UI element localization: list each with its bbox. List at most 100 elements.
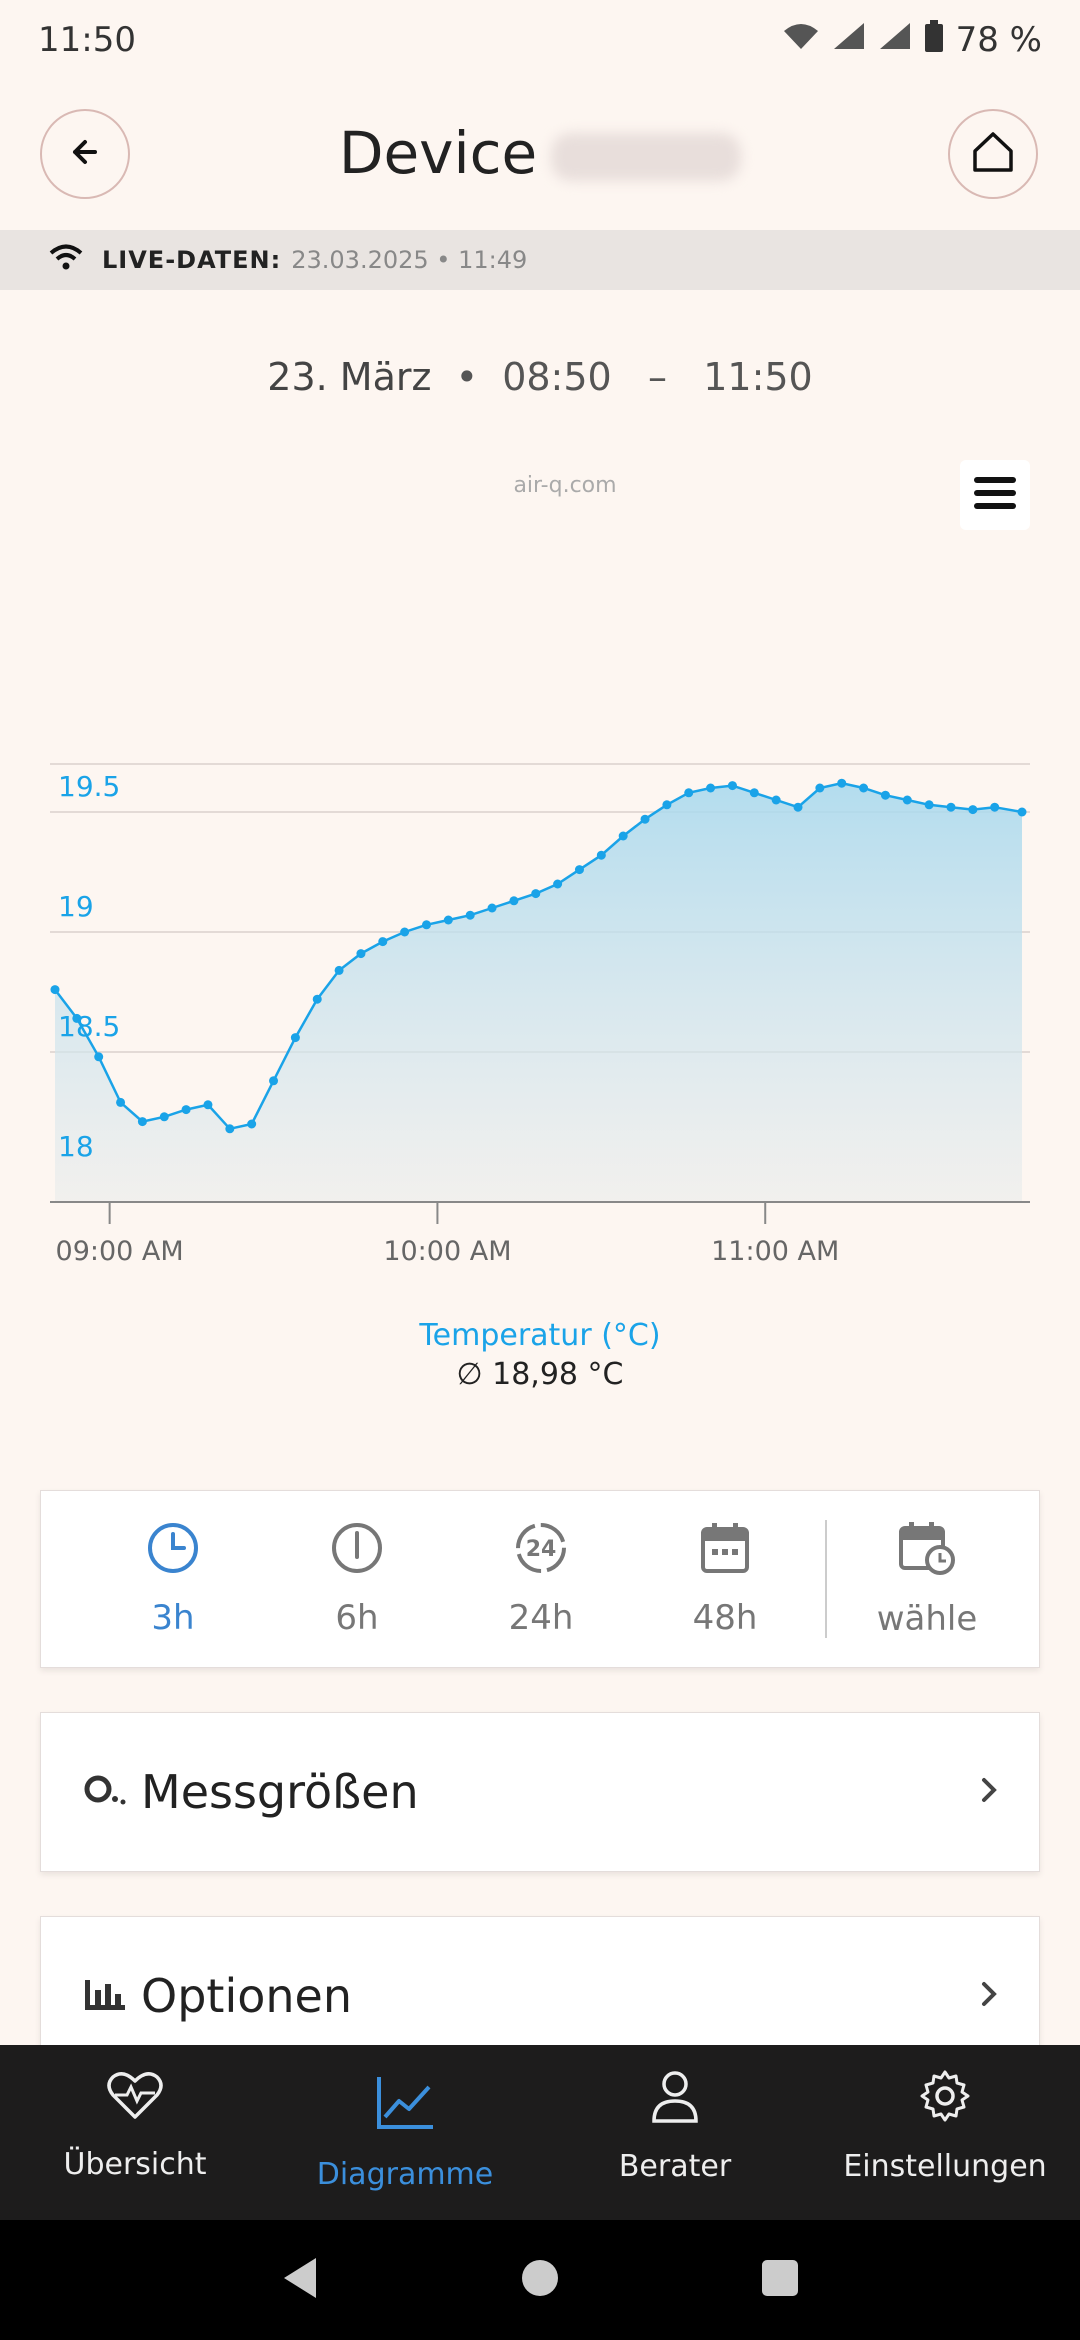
system-home-button[interactable] xyxy=(520,2258,560,2302)
chart-data-point[interactable] xyxy=(946,802,956,812)
temperature-chart[interactable]: air-q.com 18 18.5 19 19.5 09:00 AM 10:00 AM 1… xyxy=(0,440,1080,1290)
timeframe-48h-button[interactable]: 48h xyxy=(633,1521,817,1638)
chart-data-point[interactable] xyxy=(596,850,606,860)
timeframe-3h-button[interactable]: 3h xyxy=(81,1521,265,1638)
page-title: Device xyxy=(0,119,1080,187)
chart-data-point[interactable] xyxy=(837,778,847,788)
chart-data-point[interactable] xyxy=(902,795,912,805)
battery-percent: 78 % xyxy=(955,20,1042,60)
chart-data-point[interactable] xyxy=(50,985,60,995)
timeframe-6h-button[interactable]: 6h xyxy=(265,1521,449,1638)
chart-data-point[interactable] xyxy=(553,879,563,889)
chart-data-point[interactable] xyxy=(247,1119,257,1129)
status-bar: 11:50 78 % xyxy=(0,0,1080,80)
chart-data-point[interactable] xyxy=(968,805,978,815)
timeframe-divider xyxy=(825,1520,827,1638)
chart-data-point[interactable] xyxy=(990,802,1000,812)
measures-label: Messgrößen xyxy=(141,1765,419,1819)
clock-icon xyxy=(146,1521,200,1598)
chart-data-point[interactable] xyxy=(290,1033,300,1043)
app-header: Device xyxy=(0,85,1080,230)
device-title: Device xyxy=(338,119,538,187)
timeframe-48h-label: 48h xyxy=(692,1597,758,1638)
chart-data-point[interactable] xyxy=(203,1100,213,1110)
chart-data-point[interactable] xyxy=(269,1076,279,1086)
signal-icon xyxy=(878,20,912,60)
chart-data-point[interactable] xyxy=(749,788,759,798)
nav-advisor-label: Berater xyxy=(618,2149,732,2184)
chart-data-point[interactable] xyxy=(574,865,584,875)
chart-data-point[interactable] xyxy=(727,781,737,791)
timeframe-custom-label: wähle xyxy=(876,1598,978,1639)
home-icon xyxy=(970,129,1016,179)
chart-data-point[interactable] xyxy=(334,965,344,975)
chart-data-point[interactable] xyxy=(771,795,781,805)
chart-data-point[interactable] xyxy=(924,800,934,810)
nav-advisor[interactable]: Berater xyxy=(540,2045,810,2220)
chart-data-point[interactable] xyxy=(94,1052,104,1062)
chart-data-point[interactable] xyxy=(618,831,628,841)
chart-data-point[interactable] xyxy=(684,788,694,798)
options-label: Optionen xyxy=(141,1969,352,2023)
x-tick-label: 09:00 AM xyxy=(56,1236,184,1267)
chart-data-point[interactable] xyxy=(880,790,890,800)
legend-series[interactable]: Temperatur (°C) xyxy=(419,1318,661,1353)
home-button[interactable] xyxy=(948,109,1038,199)
chart-data-point[interactable] xyxy=(793,802,803,812)
chart-data-point[interactable] xyxy=(509,896,519,906)
clock-half-icon xyxy=(330,1521,384,1598)
chart-data-point[interactable] xyxy=(159,1112,169,1122)
chart-data-point[interactable] xyxy=(312,994,322,1004)
measures-card[interactable]: Messgrößen xyxy=(40,1712,1040,1872)
live-data-bar: LIVE-DATEN: 23.03.2025 • 11:49 xyxy=(0,230,1080,290)
system-recents-button[interactable] xyxy=(760,2258,800,2302)
system-back-button[interactable] xyxy=(280,2256,320,2304)
chart-data-point[interactable] xyxy=(815,783,825,793)
chart-data-point[interactable] xyxy=(356,949,366,959)
x-tick-label: 11:00 AM xyxy=(711,1236,839,1267)
legend-average: ∅ 18,98 °C xyxy=(456,1357,624,1392)
chart-data-point[interactable] xyxy=(72,1013,82,1023)
back-button[interactable] xyxy=(40,109,130,199)
chart-data-point[interactable] xyxy=(137,1117,147,1127)
chart-data-point[interactable] xyxy=(422,920,432,930)
timeframe-custom-button[interactable]: wähle xyxy=(835,1520,1019,1639)
chart-data-point[interactable] xyxy=(225,1124,235,1134)
clock-24-icon: 24 xyxy=(514,1521,568,1598)
nav-overview-label: Übersicht xyxy=(63,2147,207,2182)
timeframe-3h-label: 3h xyxy=(151,1597,195,1638)
chart-data-point[interactable] xyxy=(181,1105,191,1115)
nav-charts-label: Diagramme xyxy=(316,2157,494,2192)
chart-data-point[interactable] xyxy=(859,783,869,793)
chart-data-point[interactable] xyxy=(400,927,410,937)
device-name-redacted xyxy=(551,132,742,181)
chart-data-point[interactable] xyxy=(465,910,475,920)
y-tick-label: 19.5 xyxy=(58,770,120,803)
chart-data-point[interactable] xyxy=(443,915,453,925)
gear-icon xyxy=(918,2069,972,2149)
chart-data-point[interactable] xyxy=(531,889,541,899)
chevron-right-icon xyxy=(979,1775,999,1809)
chart-data-point[interactable] xyxy=(706,783,716,793)
range-separator-dot: • xyxy=(443,355,491,399)
calendar-clock-icon xyxy=(898,1520,956,1599)
chart-data-point[interactable] xyxy=(640,814,650,824)
nav-charts[interactable]: Diagramme xyxy=(270,2045,540,2220)
chart-data-point[interactable] xyxy=(662,800,672,810)
nav-settings[interactable]: Einstellungen xyxy=(810,2045,1080,2220)
range-dash: – xyxy=(623,355,692,399)
timeframe-24h-button[interactable]: 24 24h xyxy=(449,1521,633,1638)
bar-chart-icon xyxy=(83,1976,127,2016)
calendar-icon xyxy=(700,1521,750,1598)
svg-text:24: 24 xyxy=(526,1537,557,1562)
chart-menu-button[interactable] xyxy=(960,460,1030,530)
status-time: 11:50 xyxy=(38,20,136,60)
nav-overview[interactable]: Übersicht xyxy=(0,2045,270,2220)
chart-data-point[interactable] xyxy=(116,1097,126,1107)
person-icon xyxy=(650,2069,700,2149)
chart-data-point[interactable] xyxy=(487,903,497,913)
system-navigation xyxy=(0,2220,1080,2340)
range-start: 08:50 xyxy=(502,355,612,399)
chart-data-point[interactable] xyxy=(378,937,388,947)
chart-data-point[interactable] xyxy=(1017,807,1027,817)
